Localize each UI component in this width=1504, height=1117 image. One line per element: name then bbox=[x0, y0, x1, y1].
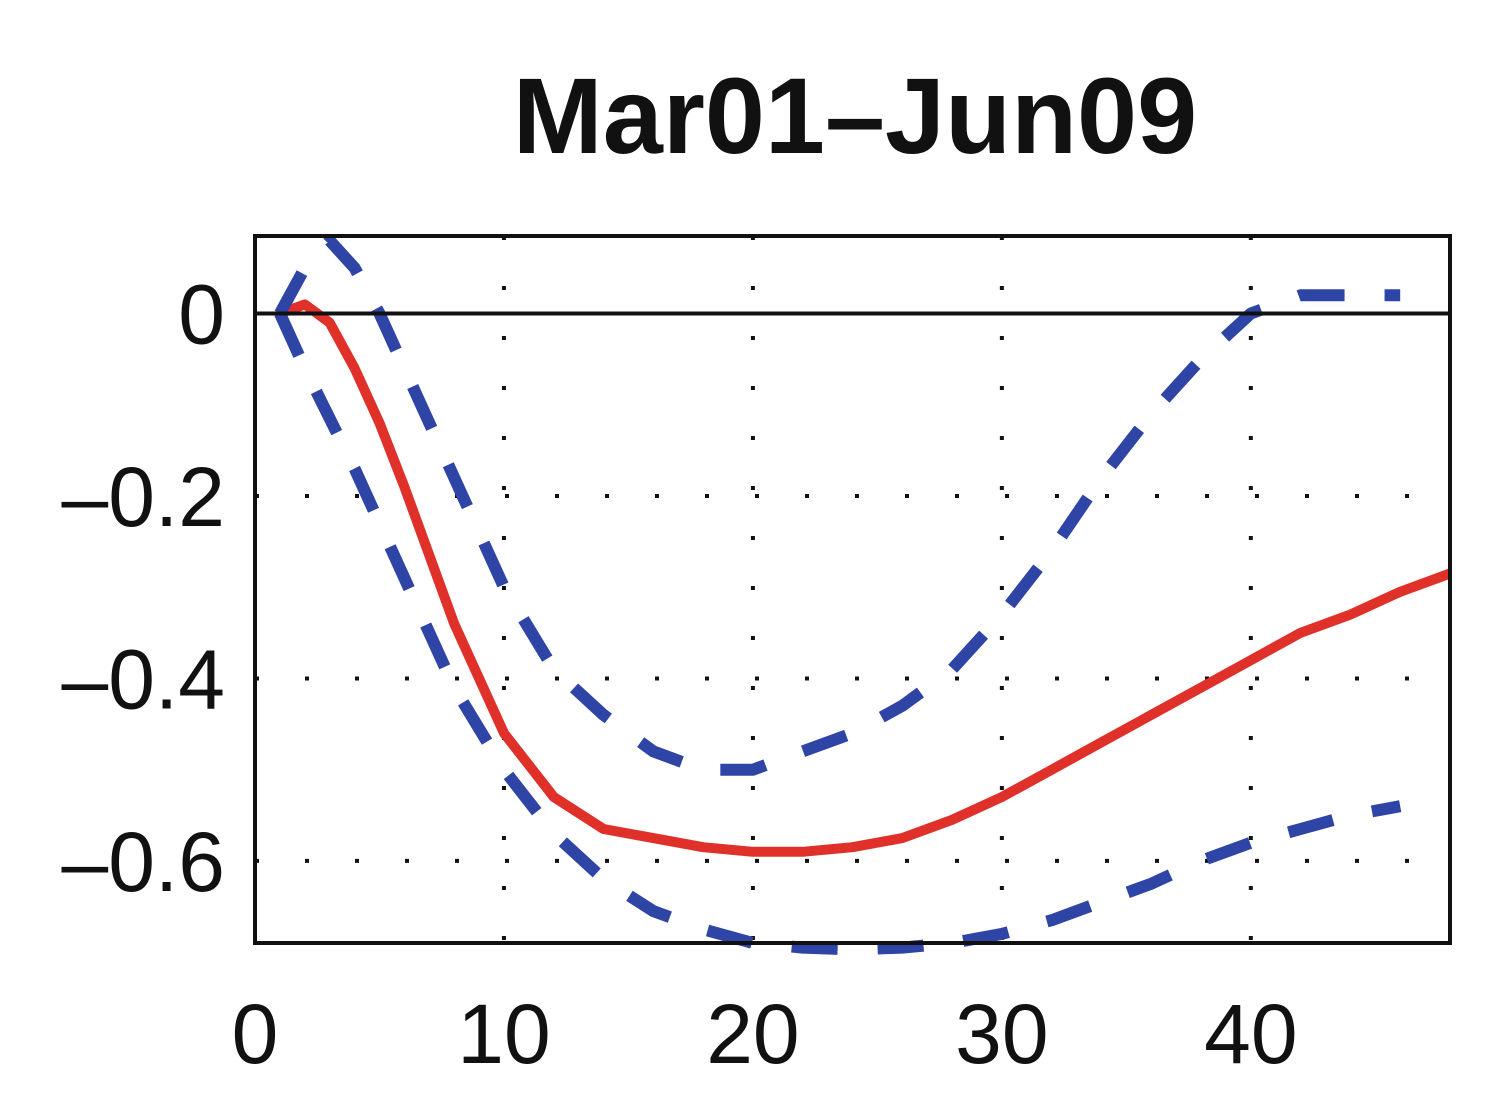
series-line-upper-band bbox=[274, 234, 1401, 776]
series-line-estimate bbox=[278, 299, 1452, 857]
x-tick-label: 10 bbox=[457, 987, 550, 1081]
y-tick-label: 0 bbox=[178, 268, 225, 362]
series-lines bbox=[274, 234, 1452, 956]
series-line-lower-band bbox=[274, 311, 1402, 956]
y-tick-label: –0.6 bbox=[62, 815, 226, 909]
grid bbox=[255, 236, 1450, 943]
tick-labels: 0 10 20 30 40 0 –0.2 –0.4 –0.6 bbox=[62, 268, 1298, 1081]
plot-frame bbox=[253, 234, 1452, 945]
x-tick-label: 0 bbox=[232, 987, 279, 1081]
x-tick-label: 30 bbox=[955, 987, 1048, 1081]
x-tick-label: 20 bbox=[706, 987, 799, 1081]
axes bbox=[253, 234, 1452, 945]
y-tick-label: –0.4 bbox=[62, 632, 226, 726]
chart-title: Mar01–Jun09 bbox=[513, 55, 1197, 176]
y-tick-label: –0.2 bbox=[62, 450, 226, 544]
x-tick-label: 40 bbox=[1204, 987, 1297, 1081]
